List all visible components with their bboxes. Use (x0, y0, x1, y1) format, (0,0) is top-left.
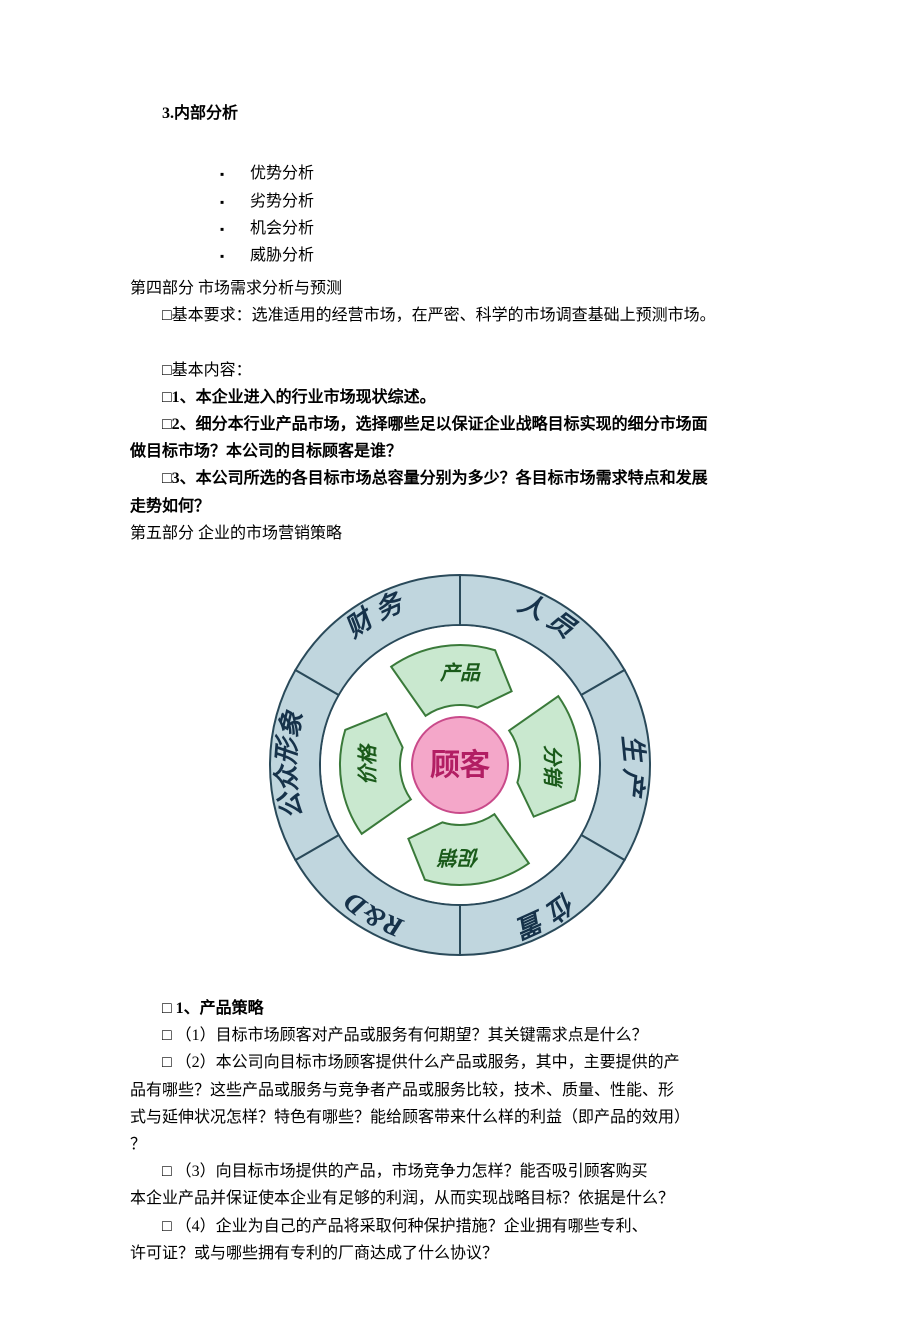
paragraph: 走势如何？ (130, 493, 790, 520)
circle-diagram-svg: 财 务人 员生 产位 置R&D公众形象产品分销促销价格顾客 (260, 565, 660, 965)
paragraph: □2、细分本行业产品市场，选择哪些足以保证企业战略目标实现的细分市场面 (130, 411, 790, 438)
paragraph: 许可证？或与哪些拥有专利的厂商达成了什么协议？ (130, 1240, 790, 1267)
paragraph: 做目标市场？本公司的目标顾客是谁？ (130, 438, 790, 465)
list-item: 威胁分析 (130, 242, 790, 269)
text: 3、本公司所选的各目标市场总容量分别为多少？各目标市场需求特点和发展 (172, 470, 708, 487)
section-5-title: 第五部分 企业的市场营销策略 (130, 520, 790, 547)
svg-text:分销: 分销 (540, 745, 563, 789)
svg-text:产品: 产品 (439, 662, 481, 685)
text: （2）本公司向目标市场顾客提供什么产品或服务，其中，主要提供的产 (172, 1054, 680, 1071)
paragraph: □ （1）目标市场顾客对产品或服务有何期望？其关键需求点是什么？ (130, 1022, 790, 1049)
paragraph: 品有哪些？这些产品或服务与竞争者产品或服务比较，技术、质量、性能、形 (130, 1077, 790, 1104)
svg-text:生 产: 生 产 (617, 734, 649, 800)
section-4-title: 第四部分 市场需求分析与预测 (130, 275, 790, 302)
text: 基本要求：选准适用的经营市场，在严密、科学的市场调查基础上预测市场。 (172, 307, 716, 324)
text: 1、产品策略 (172, 1000, 264, 1017)
svg-text:促销: 促销 (436, 845, 480, 868)
svg-text:价格: 价格 (357, 743, 380, 785)
paragraph: ？ (130, 1131, 790, 1158)
document-page: 3.内部分析 优势分析 劣势分析 机会分析 威胁分析 第四部分 市场需求分析与预… (0, 0, 920, 1327)
paragraph: 式与延伸状况怎样？特色有哪些？能给顾客带来什么样的利益（即产品的效用） (130, 1104, 790, 1131)
text: （4）企业为自己的产品将采取何种保护措施？企业拥有哪些专利、 (176, 1218, 648, 1235)
text: （1）目标市场顾客对产品或服务有何期望？其关键需求点是什么？ (172, 1027, 648, 1044)
list-item: 优势分析 (130, 160, 790, 187)
svg-text:顾客: 顾客 (430, 748, 490, 782)
paragraph: □基本要求：选准适用的经营市场，在严密、科学的市场调查基础上预测市场。 (130, 302, 790, 329)
text: 基本内容： (172, 362, 252, 379)
list-item: 机会分析 (130, 215, 790, 242)
marketing-diagram: 财 务人 员生 产位 置R&D公众形象产品分销促销价格顾客 (130, 565, 790, 965)
paragraph: □1、本企业进入的行业市场现状综述。 (130, 384, 790, 411)
paragraph: □ （3）向目标市场提供的产品，市场竞争力怎样？能否吸引顾客购买 (130, 1158, 790, 1185)
paragraph: □ 1、产品策略 (130, 995, 790, 1022)
swot-list: 优势分析 劣势分析 机会分析 威胁分析 (130, 160, 790, 269)
text: 1、本企业进入的行业市场现状综述。 (172, 389, 436, 406)
paragraph: □ （4）企业为自己的产品将采取何种保护措施？企业拥有哪些专利、 (130, 1213, 790, 1240)
text: （3）向目标市场提供的产品，市场竞争力怎样？能否吸引顾客购买 (176, 1163, 648, 1180)
list-item: 劣势分析 (130, 188, 790, 215)
section-3-title: 3.内部分析 (130, 100, 790, 127)
paragraph: 本企业产品并保证使本企业有足够的利润，从而实现战略目标？依据是什么？ (130, 1185, 790, 1212)
paragraph: □3、本公司所选的各目标市场总容量分别为多少？各目标市场需求特点和发展 (130, 465, 790, 492)
paragraph: □ （2）本公司向目标市场顾客提供什么产品或服务，其中，主要提供的产 (130, 1049, 790, 1076)
text: 2、细分本行业产品市场，选择哪些足以保证企业战略目标实现的细分市场面 (172, 416, 708, 433)
paragraph: □基本内容： (130, 357, 790, 384)
